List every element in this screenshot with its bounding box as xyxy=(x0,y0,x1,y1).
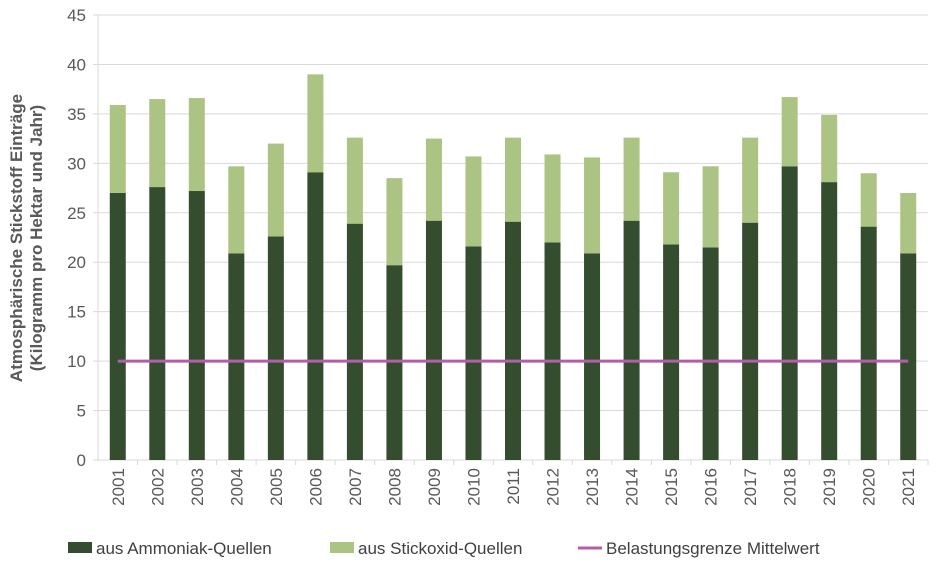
bar-stickoxid xyxy=(742,137,759,223)
x-tick-label: 2014 xyxy=(623,468,642,506)
x-tick-label: 2017 xyxy=(741,468,760,506)
legend-label-ammoniak: aus Ammoniak-Quellen xyxy=(96,539,272,558)
x-tick-label: 2018 xyxy=(781,468,800,506)
bar-ammoniak xyxy=(821,182,838,460)
bar-ammoniak xyxy=(742,222,759,460)
bar-ammoniak xyxy=(188,191,205,460)
x-tick-label: 2021 xyxy=(899,468,918,506)
bar-stickoxid xyxy=(900,193,917,254)
bar-stickoxid xyxy=(781,97,798,167)
bar-ammoniak xyxy=(109,193,126,460)
y-tick-label: 35 xyxy=(67,105,86,124)
bar-stickoxid xyxy=(821,114,838,183)
x-tick-label: 2007 xyxy=(346,468,365,506)
y-tick-label: 30 xyxy=(67,154,86,173)
bar-stickoxid xyxy=(188,98,205,192)
bars xyxy=(109,74,917,461)
y-tick-label: 10 xyxy=(67,352,86,371)
legend-label-limit-line: Belastungsgrenze Mittelwert xyxy=(606,539,820,558)
y-tick-label: 15 xyxy=(67,303,86,322)
y-axis-label-line-2: (Kilogramm pro Hektar und Jahr) xyxy=(27,105,46,371)
x-axis-ticks: 2001 2002 2003 2004 2005 2006 2007 2008 2009 2010… xyxy=(109,468,918,506)
bar-stickoxid xyxy=(860,173,877,227)
bar-stickoxid xyxy=(346,137,363,224)
bar-ammoniak xyxy=(505,221,521,460)
y-tick-label: 25 xyxy=(67,204,86,223)
bar-stickoxid xyxy=(623,137,640,221)
bar-stickoxid xyxy=(663,172,680,245)
bar-stickoxid xyxy=(149,99,166,188)
bar-stickoxid xyxy=(307,74,324,173)
y-axis-ticks: 0 5 10 15 20 25 30 35 40 45 xyxy=(67,6,86,470)
x-tick-label: 2019 xyxy=(820,468,839,506)
legend: aus Ammoniak-Quellen aus Stickoxid-Quell… xyxy=(68,539,820,558)
y-tick-label: 20 xyxy=(67,253,86,272)
legend-swatch-ammoniak xyxy=(68,542,92,553)
x-tick-label: 2015 xyxy=(662,468,681,506)
bar-stickoxid xyxy=(267,143,284,237)
bar-ammoniak xyxy=(544,242,561,460)
bar-ammoniak xyxy=(346,223,363,460)
x-tick-label: 2009 xyxy=(425,468,444,506)
bar-stickoxid xyxy=(544,154,561,243)
bar-stickoxid xyxy=(465,156,482,247)
y-tick-label: 0 xyxy=(77,451,86,470)
x-tick-label: 2005 xyxy=(267,468,286,506)
x-tick-label: 2011 xyxy=(504,468,523,505)
bar-ammoniak xyxy=(425,220,442,460)
x-tick-label: 2012 xyxy=(544,468,563,506)
x-tick-label: 2020 xyxy=(860,468,879,506)
y-tick-label: 40 xyxy=(67,55,86,74)
x-tick-label: 2016 xyxy=(702,468,721,506)
bar-ammoniak xyxy=(900,253,917,460)
bar-ammoniak xyxy=(663,244,680,460)
x-tick-label: 2006 xyxy=(306,468,325,506)
legend-label-stickoxid: aus Stickoxid-Quellen xyxy=(358,539,522,558)
bar-ammoniak xyxy=(623,220,640,460)
x-tick-label: 2003 xyxy=(188,468,207,506)
bar-ammoniak xyxy=(307,172,324,460)
bar-stickoxid xyxy=(109,104,126,193)
bar-ammoniak xyxy=(584,253,601,460)
bar-stickoxid xyxy=(702,166,719,248)
bar-ammoniak xyxy=(149,187,166,461)
bar-ammoniak xyxy=(228,253,245,460)
bar-stickoxid xyxy=(228,166,245,254)
bar-ammoniak xyxy=(860,226,877,460)
bar-ammoniak xyxy=(465,246,482,460)
bar-ammoniak xyxy=(702,247,719,460)
bar-ammoniak xyxy=(781,166,798,461)
x-tick-label: 2008 xyxy=(385,468,404,506)
bar-ammoniak xyxy=(267,236,284,460)
x-tick-label: 2004 xyxy=(227,468,246,506)
x-tick-label: 2002 xyxy=(148,468,167,506)
legend-swatch-stickoxid xyxy=(330,542,354,553)
x-tick-label: 2010 xyxy=(464,468,483,506)
y-tick-label: 45 xyxy=(67,6,86,25)
bar-stickoxid xyxy=(584,157,601,254)
x-tick-label: 2013 xyxy=(583,468,602,506)
y-axis-label-line-1: Atmosphärische Stickstoff Einträge xyxy=(7,94,26,382)
bar-stickoxid xyxy=(386,178,403,266)
bar-stickoxid xyxy=(425,138,442,221)
y-tick-label: 5 xyxy=(77,402,86,421)
bar-stickoxid xyxy=(505,137,521,222)
x-tick-label: 2001 xyxy=(109,468,128,506)
